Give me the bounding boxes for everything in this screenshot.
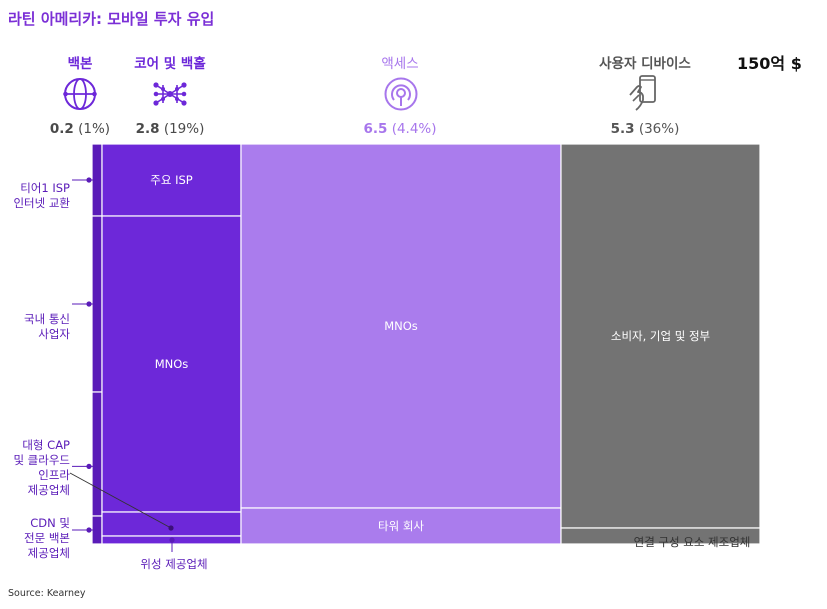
label-line: CDN 및	[30, 516, 70, 530]
segment-share: (36%)	[638, 121, 680, 137]
left-label-tier1-isp: 티어1 ISP 인터넷 교환	[4, 181, 70, 211]
mekko-cell-label: MNOs	[155, 357, 189, 371]
leader-dot	[86, 463, 92, 469]
segment-header-access: 액세스	[350, 52, 450, 72]
segment-header-backbone: 백본	[50, 52, 110, 72]
label-line: 제공업체	[27, 546, 70, 560]
mekko-cell-label: 연결 구성 요소 제조업체	[634, 535, 751, 549]
mekko-cell-1-2	[101, 511, 242, 537]
label-line: 인터넷 교환	[13, 196, 70, 210]
segment-header-user-devices: 사용자 디바이스	[580, 52, 710, 72]
leader-dot	[168, 525, 174, 531]
segment-value-backbone: 0.2 (1%)	[42, 118, 118, 137]
hand-phone-icon	[629, 75, 656, 111]
segment-value: 5.3	[610, 121, 635, 137]
label-line: 및 클라우드	[13, 453, 70, 467]
mekko-cell-3-1	[560, 527, 761, 545]
network-nodes-icon	[153, 82, 187, 106]
segment-value: 0.2	[49, 121, 74, 137]
leader-dot	[86, 177, 92, 183]
mekko-cell-1-1	[101, 215, 242, 513]
segment-share: (1%)	[78, 121, 111, 137]
label-line: 인프라	[38, 468, 70, 482]
bottom-label-satellite: 위성 제공업체	[140, 557, 208, 571]
segment-name: 액세스	[381, 56, 419, 72]
mekko-cell-label: 타워 회사	[378, 519, 424, 533]
segment-header-core-backhaul: 코어 및 백홀	[120, 52, 220, 72]
signal-tower-icon	[384, 77, 418, 111]
leader-dot	[169, 537, 175, 543]
segment-name: 사용자 디바이스	[599, 56, 691, 72]
mekko-cell-2-0	[240, 143, 562, 509]
segment-value-user-devices: 5.3 (36%)	[595, 118, 695, 137]
label-line: 대형 CAP	[22, 438, 70, 452]
chart-title: 라틴 아메리카: 모바일 투자 유입	[8, 10, 215, 28]
segment-share: (4.4%)	[391, 121, 437, 137]
segment-value-access: 6.5 (4.4%)	[352, 118, 448, 137]
mekko-cell-2-1	[240, 507, 562, 545]
mekko-cell-label: 소비자, 기업 및 정부	[611, 329, 710, 343]
segment-value: 6.5	[363, 121, 388, 137]
segment-value-core-backhaul: 2.8 (19%)	[128, 118, 212, 137]
mekko-cell-label: 주요 ISP	[150, 173, 193, 187]
leader-dot	[86, 301, 92, 307]
segment-name: 백본	[67, 56, 93, 72]
mekko-cell-3-0	[560, 143, 761, 529]
leader-line-cap	[69, 472, 172, 529]
label-line: 사업자	[38, 327, 70, 341]
label-line: 티어1 ISP	[20, 181, 70, 195]
segment-name: 코어 및 백홀	[134, 56, 206, 72]
left-label-cap-cloud: 대형 CAP 및 클라우드 인프라 제공업체	[4, 438, 70, 498]
label-line: 국내 통신	[24, 312, 70, 326]
segment-share: (19%)	[163, 121, 205, 137]
segment-value: 2.8	[135, 121, 160, 137]
leader-dot	[86, 527, 92, 533]
globe-icon	[63, 78, 97, 110]
mekko-cell-label: MNOs	[384, 319, 418, 333]
left-label-cdn: CDN 및 전문 백본 제공업체	[4, 516, 70, 561]
mekko-cell-1-0	[101, 143, 242, 217]
total-investment: 150억 $	[737, 54, 802, 73]
left-label-domestic-carriers: 국내 통신 사업자	[4, 312, 70, 342]
source-note: Source: Kearney	[8, 588, 86, 599]
label-line: 제공업체	[27, 483, 70, 497]
label-line: 전문 백본	[24, 531, 70, 545]
mekko-cell-0-2	[91, 391, 103, 517]
